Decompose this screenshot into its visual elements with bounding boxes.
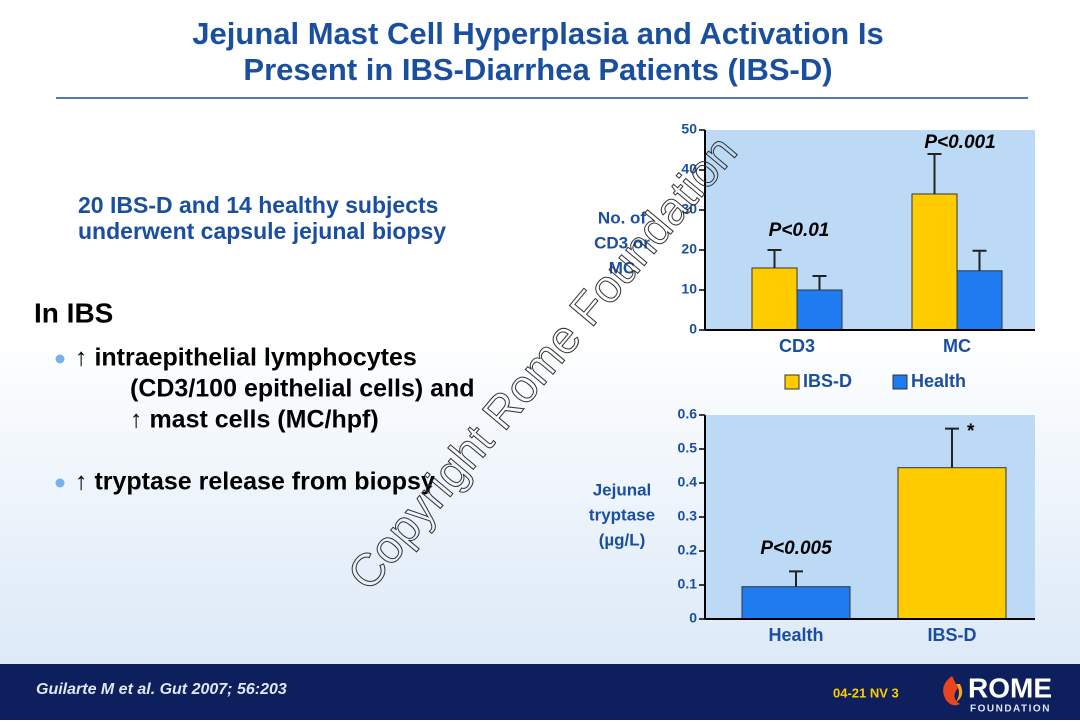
y-tick-label: 0: [689, 610, 697, 626]
slide-code: 04-21 NV 3: [833, 685, 899, 700]
bullet-text: ↑ intraepithelial lymphocytes: [75, 344, 417, 372]
y-tick-label: 0.4: [678, 474, 698, 490]
error-bar: [945, 427, 959, 468]
logo-text: ROME: [968, 672, 1052, 703]
annotation: P<0.001: [924, 132, 995, 153]
title: Jejunal Mast Cell Hyperplasia and Activa…: [192, 16, 883, 51]
bullet-text: ↑ tryptase release from biopsy: [75, 468, 435, 496]
y-tick-label: 0.6: [678, 406, 698, 422]
legend-swatch: [892, 374, 908, 390]
error-bar: [767, 249, 782, 268]
y-axis-label: tryptase: [589, 505, 655, 524]
citation: Guilarte M et al. Gut 2007; 56:203: [36, 681, 287, 698]
legend-label: Health: [911, 371, 966, 391]
study-text: underwent capsule jejunal biopsy: [78, 218, 446, 244]
bar: [796, 289, 843, 331]
annotation: P<0.01: [769, 220, 830, 241]
bar: [741, 586, 851, 620]
y-tick-label: 0.1: [678, 576, 698, 592]
y-axis-label: (µg/L): [599, 530, 646, 549]
bullet-dot: [55, 478, 65, 488]
x-tick-label: IBS-D: [928, 625, 977, 645]
bar: [751, 267, 798, 331]
heading: In IBS: [34, 297, 113, 328]
y-axis-label: MC: [609, 258, 635, 277]
y-axis-label: CD3 or: [594, 233, 650, 252]
error-bar: [972, 249, 987, 271]
error-bar: [927, 153, 942, 194]
charts: No. of CD3 or MC 0 10 20 30 40 50 CD3 MC P<0.01 P<0.…: [589, 121, 1035, 645]
x-tick-label: MC: [943, 336, 971, 356]
y-tick-label: 20: [681, 241, 697, 257]
bullet-dot: [55, 354, 65, 364]
legend-label: IBS-D: [803, 371, 852, 391]
y-tick-label: 0: [689, 321, 697, 337]
annotation: P<0.005: [760, 538, 832, 559]
error-bar: [789, 570, 803, 587]
error-bar: [812, 275, 827, 290]
y-axis-label: No. of: [598, 208, 646, 227]
y-tick-label: 50: [681, 121, 697, 137]
footer-bar: [0, 664, 1080, 720]
bar: [897, 467, 1007, 620]
x-tick-label: CD3: [779, 336, 815, 356]
x-tick-label: Health: [768, 625, 823, 645]
y-tick-label: 40: [681, 161, 697, 177]
y-tick-label: 0.5: [678, 440, 698, 456]
logo-subtext: FOUNDATION: [970, 704, 1051, 715]
logo-mark: [943, 676, 960, 706]
bar: [911, 193, 958, 331]
bar: [956, 270, 1003, 331]
annotation: *: [966, 421, 975, 442]
y-tick-label: 10: [681, 281, 697, 297]
y-tick-label: 30: [681, 201, 697, 217]
y-axis-label: Jejunal: [593, 480, 652, 499]
bullet-text: (CD3/100 epithelial cells) and: [130, 375, 475, 403]
logo-mark: [956, 684, 963, 702]
study-text: 20 IBS-D and 14 healthy subjects: [78, 192, 438, 218]
bullet-text: ↑ mast cells (MC/hpf): [130, 406, 379, 434]
y-tick-label: 0.3: [678, 508, 698, 524]
legend-swatch: [784, 374, 800, 390]
title: Present in IBS-Diarrhea Patients (IBS-D): [243, 52, 832, 87]
y-tick-label: 0.2: [678, 542, 698, 558]
